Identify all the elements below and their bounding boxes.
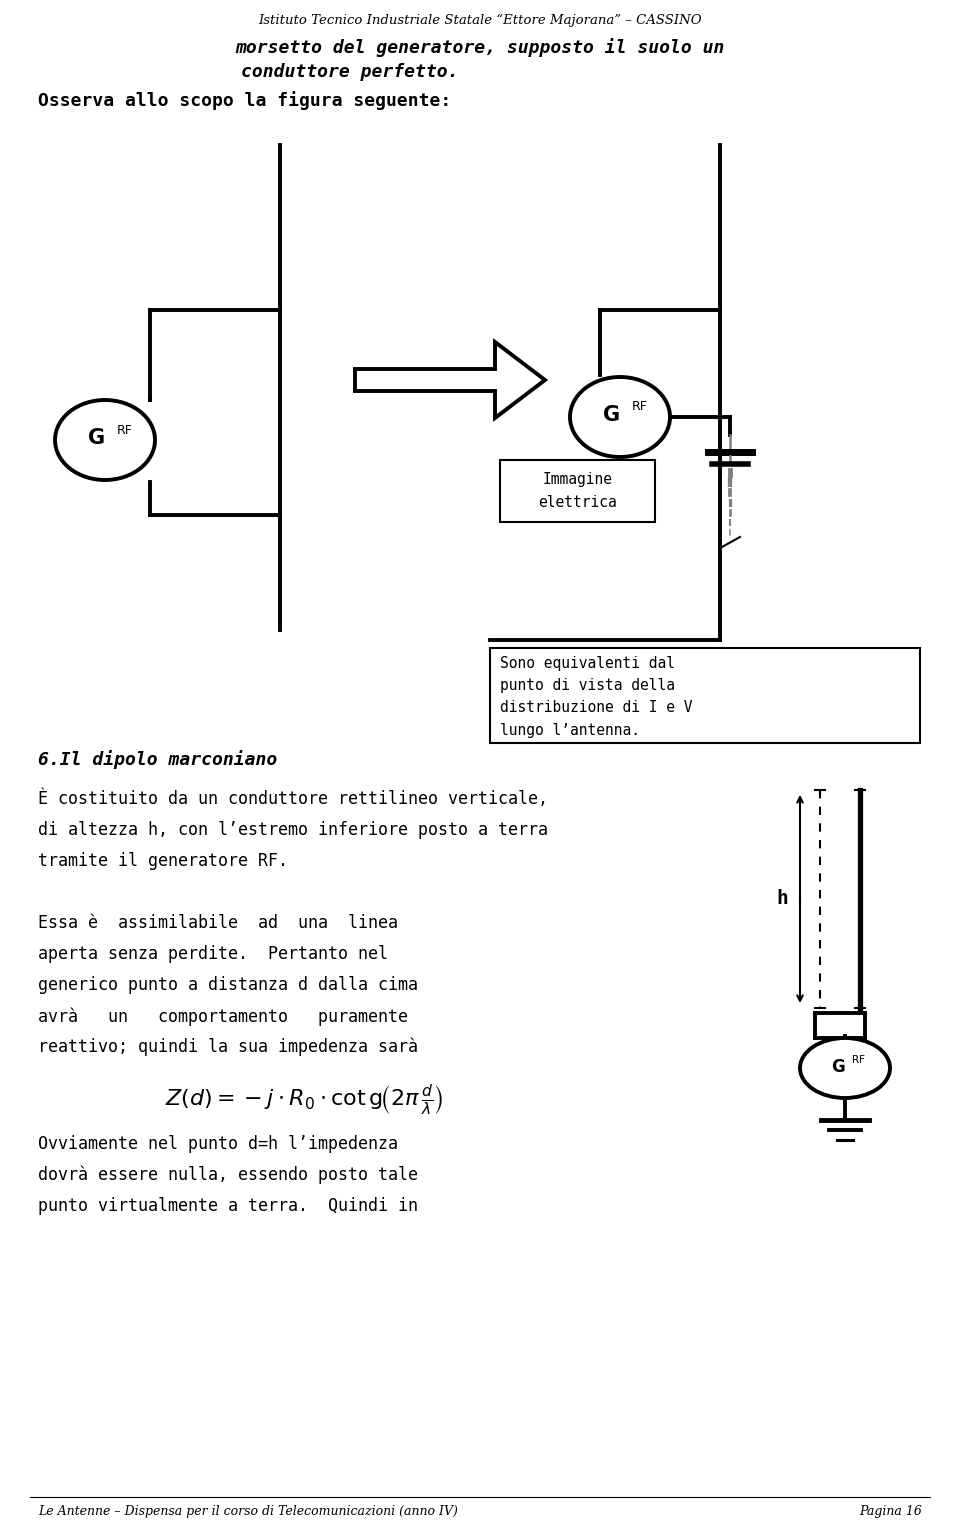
Text: h: h — [776, 890, 788, 909]
FancyBboxPatch shape — [500, 460, 655, 522]
Text: Pagina 16: Pagina 16 — [859, 1506, 922, 1518]
FancyBboxPatch shape — [490, 647, 920, 744]
Text: avrà   un   comportamento   puramente: avrà un comportamento puramente — [38, 1006, 408, 1026]
Text: Osserva allo scopo la figura seguente:: Osserva allo scopo la figura seguente: — [38, 92, 451, 110]
Text: morsetto del generatore, supposto il suolo un: morsetto del generatore, supposto il suo… — [235, 38, 725, 56]
Text: generico punto a distanza d dalla cima: generico punto a distanza d dalla cima — [38, 976, 418, 994]
Text: 6.Il dipolo marconiano: 6.Il dipolo marconiano — [38, 750, 277, 770]
Text: reattivo; quindi la sua impedenza sarà: reattivo; quindi la sua impedenza sarà — [38, 1038, 418, 1057]
Text: RF: RF — [852, 1055, 865, 1064]
Text: dovrà essere nulla, essendo posto tale: dovrà essere nulla, essendo posto tale — [38, 1167, 418, 1185]
Text: Ovviamente nel punto d=h l’impedenza: Ovviamente nel punto d=h l’impedenza — [38, 1135, 398, 1153]
Text: Immagine
elettrica: Immagine elettrica — [539, 472, 617, 510]
Text: RF: RF — [117, 423, 132, 437]
Text: Le Antenne – Dispensa per il corso di Telecomunicazioni (anno IV): Le Antenne – Dispensa per il corso di Te… — [38, 1506, 458, 1518]
Text: G: G — [831, 1058, 845, 1077]
Text: di altezza h, con l’estremo inferiore posto a terra: di altezza h, con l’estremo inferiore po… — [38, 822, 548, 838]
Text: È costituito da un conduttore rettilineo verticale,: È costituito da un conduttore rettilineo… — [38, 789, 548, 808]
Text: $Z(d) = -j \cdot R_0 \cdot \mathrm{cot\,g}\!\left(2\pi\,\frac{d}{\lambda}\right): $Z(d) = -j \cdot R_0 \cdot \mathrm{cot\,… — [165, 1083, 444, 1116]
Polygon shape — [355, 342, 545, 418]
Ellipse shape — [800, 1038, 890, 1098]
Text: RF: RF — [632, 400, 648, 414]
Text: tramite il generatore RF.: tramite il generatore RF. — [38, 852, 288, 870]
Text: G: G — [88, 428, 106, 447]
Ellipse shape — [55, 400, 155, 479]
Text: Istituto Tecnico Industriale Statale “Ettore Majorana” – CASSINO: Istituto Tecnico Industriale Statale “Et… — [258, 14, 702, 27]
Text: conduttore perfetto.: conduttore perfetto. — [241, 63, 459, 81]
Ellipse shape — [570, 377, 670, 457]
Text: G: G — [604, 405, 620, 425]
Text: aperta senza perdite.  Pertanto nel: aperta senza perdite. Pertanto nel — [38, 945, 388, 964]
Text: Essa è  assimilabile  ad  una  linea: Essa è assimilabile ad una linea — [38, 915, 398, 931]
Text: punto virtualmente a terra.  Quindi in: punto virtualmente a terra. Quindi in — [38, 1197, 418, 1215]
Text: Sono equivalenti dal
punto di vista della
distribuzione di I e V
lungo l’antenna: Sono equivalenti dal punto di vista dell… — [500, 657, 692, 738]
